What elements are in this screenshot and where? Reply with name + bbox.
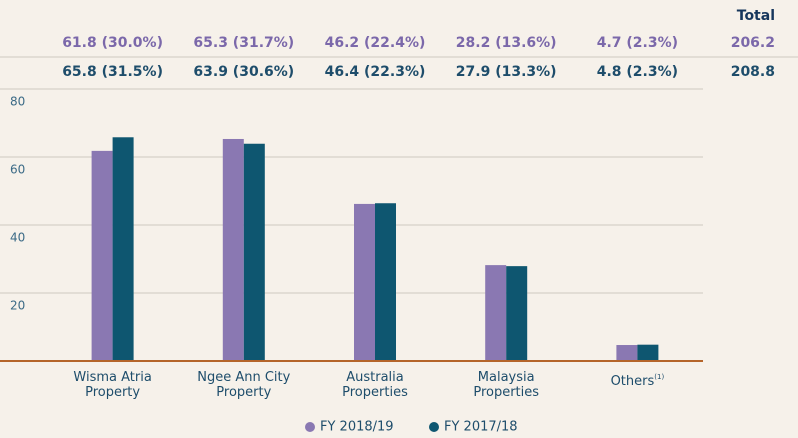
bar bbox=[354, 203, 375, 361]
bar bbox=[91, 150, 113, 361]
bar bbox=[616, 345, 638, 361]
bar bbox=[375, 203, 396, 361]
category-text: Australia Properties bbox=[342, 370, 408, 400]
value-label: 27.9 (13.3%) bbox=[456, 64, 557, 80]
category-text: Ngee Ann City Property bbox=[197, 370, 291, 400]
x-tick-label: Malaysia Properties bbox=[451, 370, 561, 400]
bar bbox=[222, 138, 244, 361]
bar bbox=[637, 344, 659, 361]
total-value: 206.2 bbox=[731, 35, 775, 51]
value-label: 28.2 (13.6%) bbox=[456, 35, 557, 51]
category-text: Malaysia Properties bbox=[473, 370, 540, 400]
y-tick-label: 80 bbox=[10, 95, 25, 109]
x-tick-label: Others(1) bbox=[572, 370, 702, 389]
y-tick-label: 20 bbox=[10, 299, 25, 313]
legend-swatch bbox=[429, 422, 439, 432]
footnote-marker: (1) bbox=[654, 373, 665, 381]
value-label: 65.8 (31.5%) bbox=[62, 64, 163, 80]
x-tick-label: Wisma Atria Property bbox=[58, 370, 168, 400]
value-label: 46.2 (22.4%) bbox=[325, 35, 426, 51]
value-label: 4.7 (2.3%) bbox=[597, 35, 678, 51]
legend-label: FY 2017/18 bbox=[444, 420, 518, 435]
x-tick-label: Australia Properties bbox=[320, 370, 430, 400]
y-tick-label: 40 bbox=[10, 231, 25, 245]
value-label: 46.4 (22.3%) bbox=[325, 64, 426, 80]
value-label: 61.8 (30.0%) bbox=[62, 35, 163, 51]
value-label: 4.8 (2.3%) bbox=[597, 64, 678, 80]
value-label: 63.9 (30.6%) bbox=[193, 64, 294, 80]
value-label: 65.3 (31.7%) bbox=[193, 35, 294, 51]
legend-swatch bbox=[305, 422, 315, 432]
bar bbox=[243, 143, 265, 361]
category-text: Wisma Atria Property bbox=[73, 370, 152, 400]
legend-label: FY 2018/19 bbox=[320, 420, 394, 435]
total-heading: Total bbox=[737, 8, 775, 24]
x-tick-label: Ngee Ann City Property bbox=[189, 370, 299, 400]
bar bbox=[485, 265, 507, 361]
bar bbox=[506, 266, 528, 361]
total-value: 208.8 bbox=[731, 64, 775, 80]
y-tick-label: 60 bbox=[10, 163, 25, 177]
category-text: Others bbox=[610, 374, 655, 389]
bar bbox=[112, 137, 134, 361]
